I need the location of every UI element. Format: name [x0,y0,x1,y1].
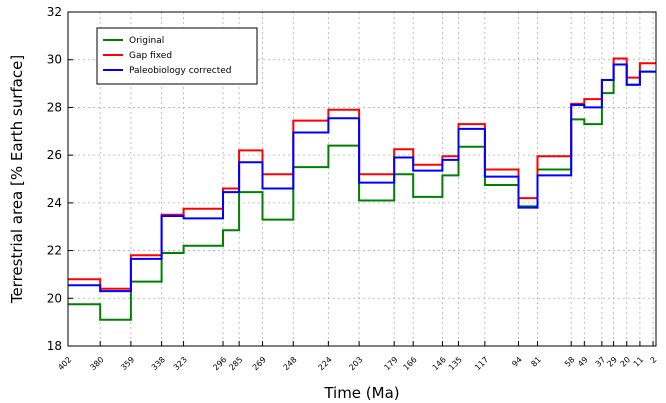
x-axis-label: Time (Ma) [323,384,399,402]
series-line-original [68,63,656,321]
legend: Original Gap fixed Paleobiology corrected [96,27,258,85]
x-tick-label: 29 [605,355,619,369]
y-tick-label: 24 [47,196,62,210]
y-tick-label: 28 [47,100,62,114]
x-tick-label: 94 [510,355,524,369]
y-tick-label: 22 [47,244,62,258]
y-axis-label: Terrestrial area [% Earth surface] [8,55,26,304]
x-tick-label: 296 [211,355,228,372]
x-tick-label: 380 [88,355,105,372]
x-tick-label: 11 [632,355,646,369]
x-tick-label: 323 [172,355,189,372]
x-tick-label: 81 [529,355,543,369]
x-tick-label: 20 [619,355,633,369]
y-tick-label: 26 [47,148,62,162]
x-tick-label: 402 [56,355,73,372]
x-tick-label: 203 [347,355,364,372]
series-layer [68,57,656,321]
x-tick-label: 359 [119,355,136,372]
y-tick-label: 32 [47,5,62,19]
series-line-paleobiology-corrected [68,63,656,293]
x-tick-label: 166 [401,355,418,372]
legend-label: Original [129,36,164,46]
y-tick-label: 18 [47,339,62,353]
y-tick-label: 30 [47,53,62,67]
x-tick-label: 146 [431,355,448,372]
series-line-gap-fixed [68,57,656,290]
y-tick-label: 20 [47,291,62,305]
x-tick-label: 248 [281,355,298,372]
legend-box [96,27,258,85]
legend-label: Gap fixed [129,51,172,61]
legend-label: Paleobiology corrected [129,66,231,76]
x-tick-label: 49 [576,355,590,369]
x-tick-label: 117 [473,355,490,372]
y-tick-labels: 18 20 22 24 26 28 30 32 [47,5,73,353]
x-tick-label: 179 [382,355,399,372]
x-tick-label: 269 [251,355,268,372]
x-tick-label: 338 [150,355,167,372]
x-tick-label: 2 [649,355,659,365]
x-tick-label: 135 [447,355,464,372]
x-tick-label: 285 [227,355,244,372]
x-tick-label: 224 [317,355,334,372]
plot-frame [67,11,657,347]
x-tick-label: 58 [563,355,577,369]
